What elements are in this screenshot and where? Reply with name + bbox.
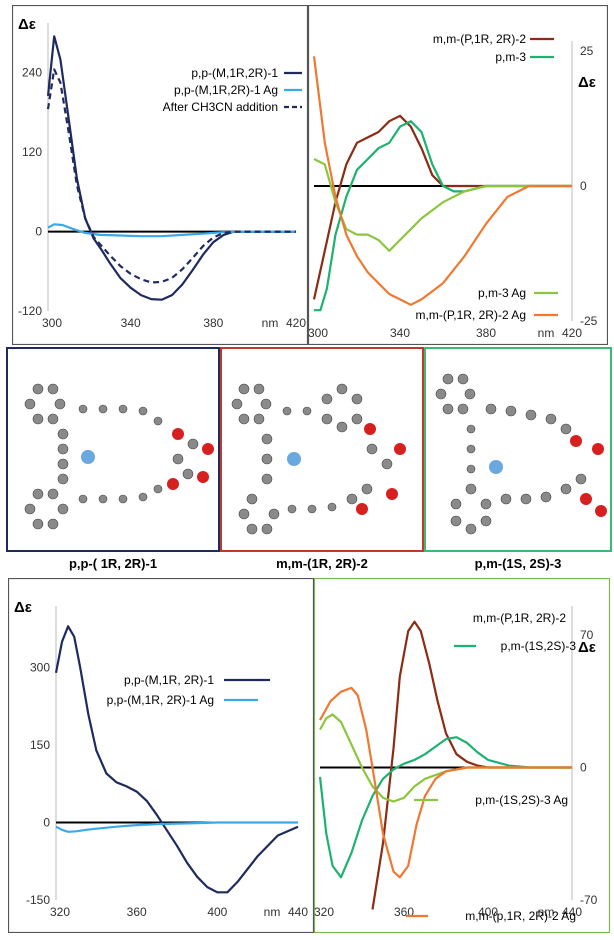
series-line-3 [313,158,572,252]
chart-b: 25 0 -25 300 340 380 420 nm Δε m,m-(P,1R, 2R)-2 p,… [307,4,609,346]
legend-entry: p,m-3 [495,50,554,64]
y-axis-label: Δε [578,639,596,656]
y-tick-label: 0 [580,179,587,193]
legend-entry: p,p-(M,1R,2R)-1 Ag [174,83,302,97]
chart-frame [11,4,309,346]
series-line-2 [318,736,572,879]
y-tick-label: -120 [18,304,42,318]
molecule-caption-2: m,m-(1R, 2R)-2 [276,556,368,571]
legend-entry: m,m-(P,1R, 2R)-2 [433,32,554,46]
x-tick-label: 400 [207,905,227,919]
y-tick-label: 300 [30,661,50,675]
series-line-1 [46,35,296,301]
legend-entry: m,m-(p,1R, 2R)-2 Ag [406,909,576,923]
legend-label: p,m-(1S,2S)-3 Ag [475,793,568,807]
legend-label: p,p-(M,1R, 2R)-1 Ag [107,693,214,707]
series-line-2 [47,223,296,238]
chart-panel-d: 70 0 -70 320 360 400 440 nm Δε m,m-(P,1R, 2R)-2 p,… [313,577,611,934]
legend-label: p,p-(M,1R,2R)-1 Ag [174,83,278,97]
legend-entry: p,p-(M,1R,2R)-1 [191,66,302,80]
series-line-4 [319,686,572,879]
molecule-caption-3: p,m-(1S, 2S)-3 [474,556,562,571]
y-tick-label: 240 [22,66,42,80]
series-line-1 [54,625,299,894]
molecule-image-2 [231,383,406,535]
y-tick-label: 150 [30,738,50,752]
y-tick-label: 0 [580,760,587,774]
x-tick-label: 400 [478,905,498,919]
x-tick-label: 360 [127,905,147,919]
molecule-caption-1: p,p-( 1R, 2R)-1 [68,556,158,571]
x-tick-label: 300 [308,326,328,340]
y-axis-label: Δε [14,599,32,616]
x-tick-label: 440 [288,905,308,919]
x-axis-unit: nm [264,905,281,919]
molecule-image-3 [435,373,607,535]
chart-frame [7,577,315,934]
x-tick-label: 320 [50,905,70,919]
y-tick-label: -70 [580,893,598,907]
x-tick-label: 340 [390,326,410,340]
legend-entry: p,p-(M,1R, 2R)-1 [124,673,270,687]
legend-entry: p,m-3 Ag [478,286,558,300]
legend-label: p,m-(1S,2S)-3 [501,639,577,653]
chart-panel-b: 25 0 -25 300 340 380 420 nm Δε m,m-(P,1R, 2R)-2 p,… [307,4,609,346]
y-tick-label: -25 [580,314,598,328]
chart-panel-a: 240 120 0 -120 300 340 380 420 nm Δε p,p-(M,1R,2R)… [11,4,309,346]
y-axis-label: Δε [578,74,596,91]
legend-label: m,m-(P,1R, 2R)-2 [473,611,566,625]
y-tick-label: 0 [43,816,50,830]
series-line-3 [319,713,572,803]
chart-frame [307,4,609,346]
y-tick-label: 120 [22,145,42,159]
legend-label: m,m-(P,1R, 2R)-2 Ag [416,308,526,322]
x-axis-unit: nm [538,326,555,340]
y-tick-label: 70 [580,628,594,642]
molecule-panel-1 [6,347,220,552]
series-line-3 [46,68,296,284]
x-tick-label: 420 [286,316,306,330]
x-tick-label: 440 [562,905,582,919]
x-axis-unit: nm [262,316,279,330]
molecule-panel-2 [220,347,424,552]
x-tick-label: 320 [314,905,334,919]
x-tick-label: 380 [203,316,223,330]
legend-label: m,m-(p,1R, 2R)-2 Ag [465,909,576,923]
legend-label: After CH3CN addition [163,100,278,114]
y-axis-label: Δε [18,16,36,33]
y-tick-label: -150 [26,893,50,907]
x-axis-unit: nm [538,905,555,919]
series-line-2 [55,821,298,833]
legend-label: p,m-3 Ag [478,286,526,300]
legend-entry: p,m-(1S,2S)-3 Ag [414,793,568,807]
legend-label: m,m-(P,1R, 2R)-2 [433,32,526,46]
legend-label: p,p-(M,1R,2R)-1 [191,66,278,80]
y-tick-label: 25 [580,44,594,58]
legend-entry: p,p-(M,1R, 2R)-1 Ag [107,693,258,707]
molecule-image-1 [24,383,214,530]
legend-entry: m,m-(P,1R, 2R)-2 Ag [416,308,558,322]
legend-label: p,p-(M,1R, 2R)-1 [124,673,214,687]
x-tick-label: 340 [121,316,141,330]
y-tick-label: 0 [35,225,42,239]
chart-panel-c: 300 150 0 -150 320 360 400 440 nm Δε p,p-(M,1R, 2R… [7,577,315,934]
legend-label: p,m-3 [495,50,526,64]
x-tick-label: 380 [476,326,496,340]
molecule-panel-3 [424,347,612,552]
legend-entry: p,m-(1S,2S)-3 [454,639,576,653]
chart-frame [313,577,611,934]
legend-entry: After CH3CN addition [163,100,302,114]
legend-entry: m,m-(P,1R, 2R)-2 [473,611,566,625]
series-line-1 [312,114,572,300]
x-tick-label: 420 [562,326,582,340]
x-tick-label: 300 [42,316,62,330]
series-line-4 [312,56,572,306]
